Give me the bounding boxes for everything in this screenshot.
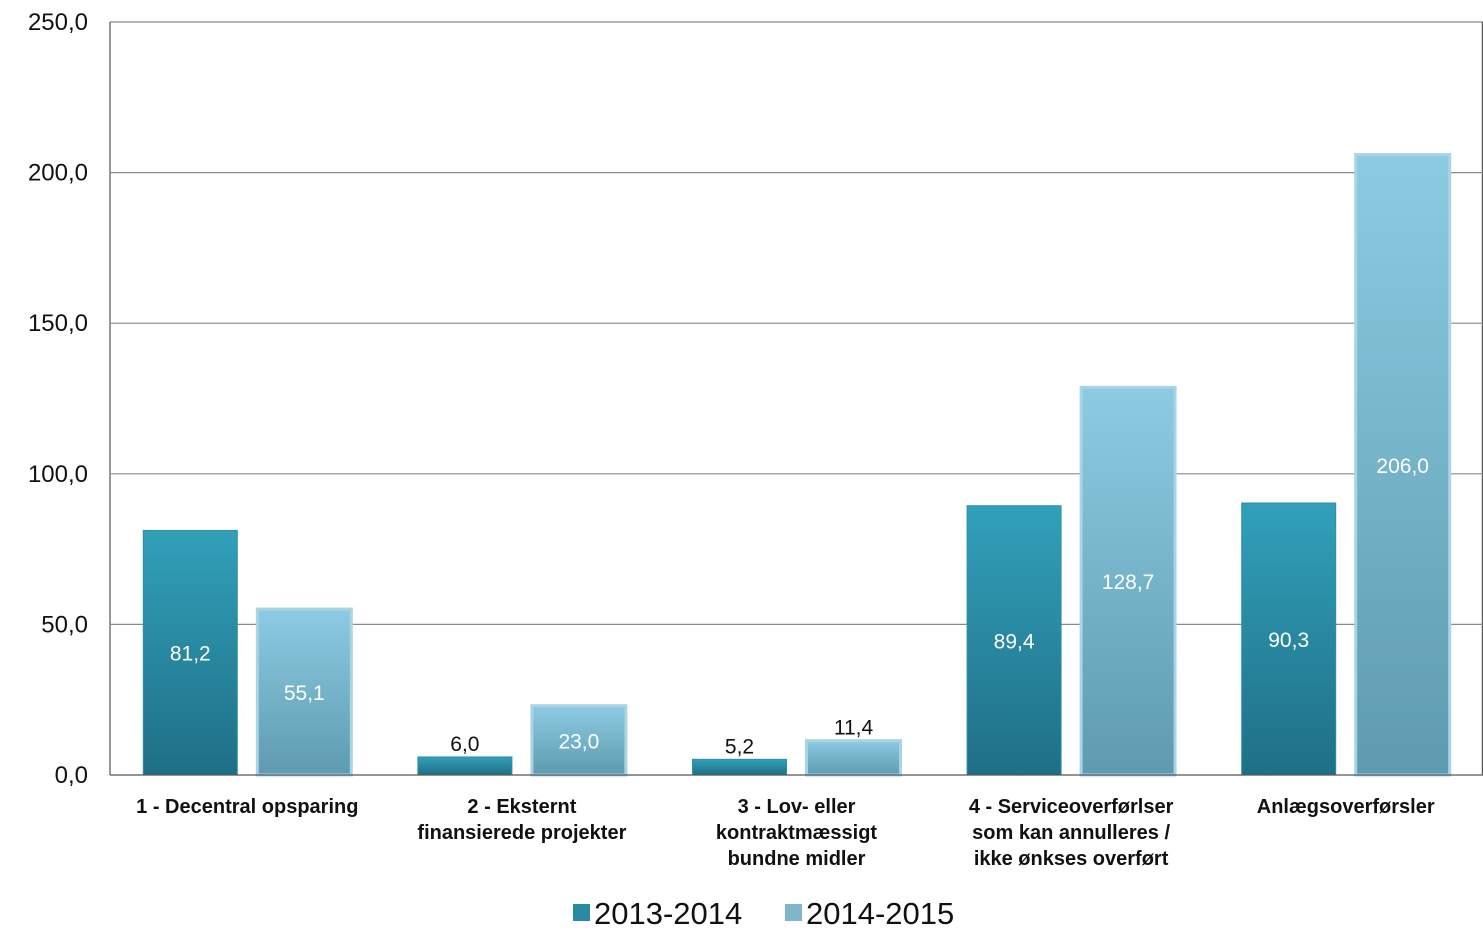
- x-tick-label: 3 - Lov- eller kontraktmæssigt bundne midl…: [716, 796, 877, 870]
- data-label: 5,2: [725, 735, 754, 758]
- data-label: 128,7: [1102, 571, 1155, 594]
- bar-s1-cat2: [417, 756, 513, 776]
- bar-s2-cat4: [1079, 385, 1177, 777]
- y-axis: 0,0 50,0 100,0 150,0 200,0 250,0: [28, 9, 88, 789]
- x-axis: 1 - Decentral opsparing 2 - Eksternt finan…: [110, 774, 1483, 870]
- y-tick-label: 200,0: [28, 160, 88, 187]
- bar-s1-cat3: [692, 758, 787, 776]
- x-tick-label: 4 - Serviceoverførlser som kan annulleres…: [969, 796, 1174, 870]
- data-label: 90,3: [1268, 629, 1309, 652]
- bar-s2-cat5: [1354, 153, 1452, 777]
- legend-label: 2013-2014: [594, 896, 742, 931]
- legend: 2013-2014 2014-2015: [573, 896, 954, 931]
- legend-swatch: [573, 904, 590, 921]
- bar-s2-cat2: [530, 704, 628, 777]
- data-label: 89,4: [994, 630, 1035, 653]
- y-tick-label: 250,0: [28, 9, 88, 36]
- bars: [142, 153, 1452, 777]
- y-tick-label: 150,0: [28, 310, 88, 337]
- data-label: 11,4: [834, 717, 874, 740]
- x-tick-label: Anlægsoverførsler: [1257, 796, 1435, 818]
- y-tick-label: 0,0: [55, 762, 88, 789]
- bar-s1-cat4: [966, 505, 1062, 776]
- data-label: 81,2: [170, 643, 211, 666]
- bar-s1-cat5: [1241, 502, 1337, 776]
- legend-label: 2014-2015: [806, 896, 954, 931]
- data-label: 55,1: [284, 682, 325, 705]
- y-tick-label: 50,0: [41, 611, 88, 638]
- x-tick-label: 2 - Eksternt finansierede projekter: [417, 796, 626, 844]
- bar-s2-cat3: [805, 739, 902, 777]
- data-label: 6,0: [450, 733, 479, 756]
- y-tick-label: 100,0: [28, 461, 88, 488]
- data-labels: 81,2 6,0 5,2 89,4 90,3 55,1 23,0 11,4 128,7 206,0: [170, 455, 1429, 759]
- data-label: 206,0: [1376, 455, 1429, 478]
- legend-swatch: [785, 904, 802, 921]
- data-label: 23,0: [558, 730, 599, 753]
- x-tick-label: 1 - Decentral opsparing: [136, 796, 358, 818]
